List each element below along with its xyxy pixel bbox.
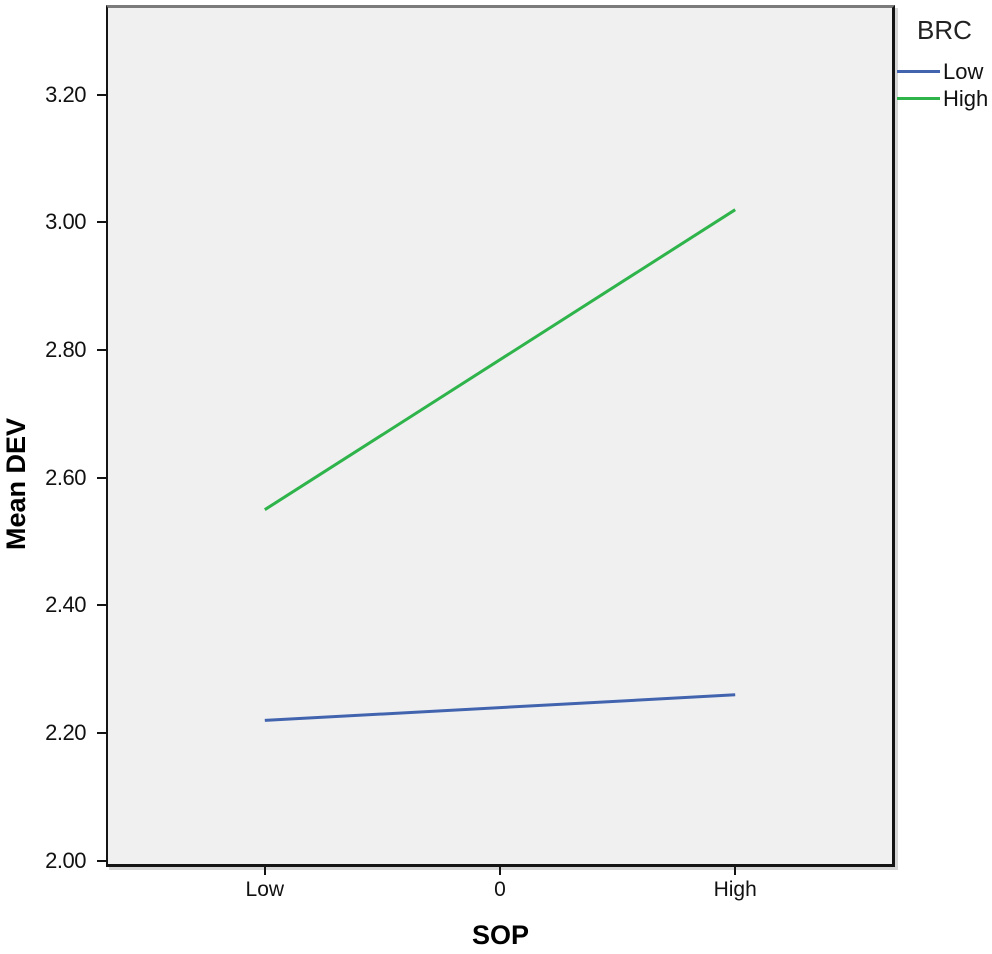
legend-swatch-low-line-icon	[897, 70, 940, 73]
y-tick-label: 3.00	[45, 209, 86, 235]
y-tick-mark	[97, 476, 106, 479]
y-tick-label: 3.20	[45, 81, 86, 107]
x-tick-mark	[499, 867, 501, 875]
x-tick-label: High	[713, 878, 757, 901]
y-tick-mark	[97, 221, 106, 224]
y-tick-label: 2.60	[45, 464, 86, 490]
y-tick-mark	[97, 604, 106, 607]
legend-entry-high: High	[897, 85, 992, 112]
legend-swatch-high-line-icon	[897, 97, 940, 100]
legend-label: High	[943, 85, 989, 111]
y-tick-mark	[97, 349, 106, 352]
legend-title: BRC	[917, 15, 972, 45]
y-tick-mark	[97, 93, 106, 96]
x-tick-mark	[734, 867, 737, 875]
legend-entry-low: Low	[897, 58, 992, 85]
y-tick-mark	[97, 859, 106, 862]
x-tick-mark	[263, 867, 266, 875]
legend-entries: Low High	[897, 58, 992, 112]
y-axis-title: Mean DEV	[1, 417, 31, 551]
x-tick-label: 0	[494, 878, 506, 901]
y-tick-mark	[97, 732, 106, 735]
y-tick-label: 2.80	[45, 337, 86, 363]
y-tick-label: 2.00	[45, 847, 86, 873]
y-tick-label: 2.20	[45, 720, 86, 746]
legend-label: Low	[943, 58, 984, 84]
x-axis-title: SOP	[471, 920, 530, 950]
legend: BRC Low High	[897, 16, 992, 112]
x-tick-label: Low	[245, 878, 285, 901]
y-tick-label: 2.40	[45, 592, 86, 618]
